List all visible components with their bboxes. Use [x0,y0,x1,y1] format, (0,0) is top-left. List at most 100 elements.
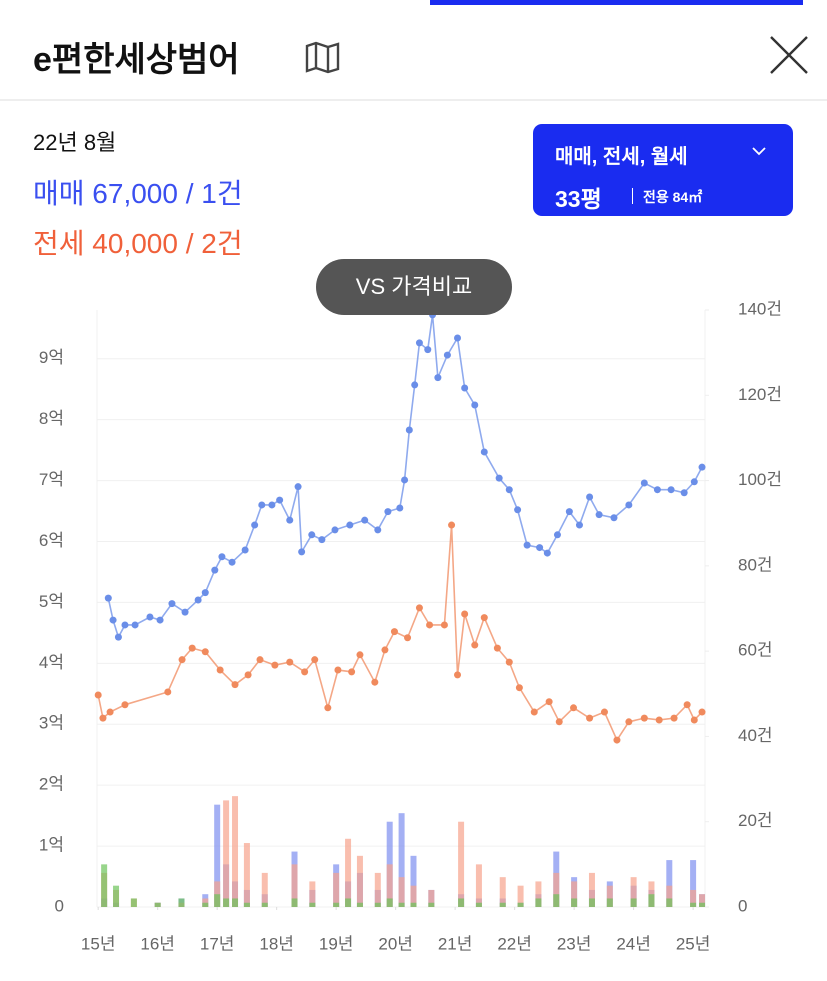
count-bar [690,902,697,907]
x-tick-label: 23년 [557,934,592,953]
price-point [106,708,114,716]
price-point [188,644,196,652]
price-point [121,621,129,629]
price-point [168,600,176,608]
count-bar [648,894,655,907]
y2-tick-label: 40건 [738,726,773,745]
count-bar [499,902,506,907]
price-point [448,521,456,529]
count-bar [458,821,465,907]
count-bar [309,902,316,907]
dropdown-area: 전용 84㎡ [643,189,703,205]
price-point [640,479,648,487]
x-tick-label: 18년 [259,934,294,953]
price-point [298,548,306,556]
count-bar [356,855,363,907]
price-point [371,678,379,686]
count-bar [356,902,363,907]
count-bar [630,898,637,907]
price-point [211,566,219,574]
x-tick-label: 24년 [616,934,651,953]
chevron [752,147,766,156]
count-bar [333,902,340,907]
price-point [570,704,578,712]
count-bar [345,838,352,907]
count-bar [666,860,673,907]
count-bar [291,898,298,907]
price-point [404,634,412,642]
price-point [505,486,513,494]
price-point [543,549,551,557]
price-point [244,671,252,679]
price-point [424,346,432,354]
price-point [471,641,479,649]
price-point [228,558,236,566]
x-tick-label: 20년 [378,934,413,953]
y-tick-label: 0 [55,896,64,915]
price-point [625,501,633,509]
price-point [405,426,413,434]
sale-summary: 매매 67,000 / 1건 [33,178,243,209]
price-point [194,596,202,604]
count-bar [535,898,542,907]
y2-tick-label: 80건 [738,555,773,574]
count-bar [553,894,560,907]
price-point [390,628,398,636]
price-point [575,521,583,529]
count-bar [517,885,524,907]
chevron-shape [752,147,766,156]
price-point [301,668,309,676]
price-point [396,504,404,512]
price-point [545,698,553,706]
type-dropdown[interactable]: 매매, 전세, 월세 33평 전용 84㎡ [533,124,793,216]
close-button[interactable] [768,34,810,76]
count-bar [499,877,506,907]
count-bar [178,898,185,907]
price-point [258,501,266,509]
y2-tick-label: 120건 [738,385,782,404]
count-bar [458,898,465,907]
price-point [356,651,364,659]
count-bar [588,872,595,907]
price-point [231,681,239,689]
count-bar [699,894,706,907]
map-icon-shape [305,41,340,74]
price-point [680,489,688,497]
map-icon[interactable] [304,40,342,74]
divider [0,99,827,101]
x-tick-label: 15년 [81,934,116,953]
compare-button[interactable]: VS 가격비교 [316,259,512,315]
price-point [443,351,451,359]
price-point [600,708,608,716]
count-bar [398,813,405,907]
count-bar [386,864,393,907]
price-point [276,496,284,504]
price-point [156,616,164,624]
y-tick-label: 8억 [39,409,64,428]
count-bar [699,902,706,907]
price-point [324,704,332,712]
price-point [690,478,698,486]
price-point [536,544,544,552]
count-bar [588,898,595,907]
price-point [625,718,633,726]
price-point [308,531,316,539]
y-tick-label: 3억 [39,714,64,733]
price-point [613,736,621,744]
price-point [653,486,661,494]
price-point [334,666,342,674]
price-point [595,511,603,519]
price-point [480,614,488,622]
count-bar [606,898,613,907]
price-point [331,526,339,534]
price-point [201,589,209,597]
price-point [523,541,531,549]
y2-tick-label: 100건 [738,470,782,489]
price-point [434,374,442,382]
count-bar [261,902,268,907]
price-point [415,339,423,347]
count-bar [410,902,417,907]
count-bar [428,902,435,907]
price-point [530,708,538,716]
count-bar [410,885,417,907]
